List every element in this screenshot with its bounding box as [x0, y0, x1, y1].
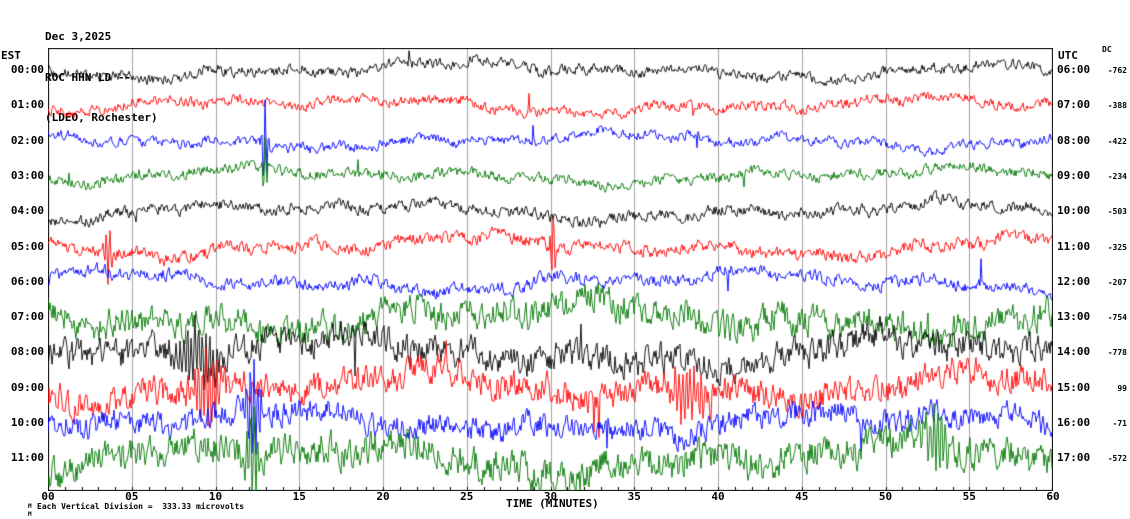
dc-offset-value: -325	[1107, 242, 1127, 252]
x-tick-label: 25	[460, 490, 474, 503]
dc-offset-value: -572	[1107, 454, 1127, 464]
est-time-label: 03:00	[10, 168, 44, 182]
x-tick-label: 05	[125, 490, 139, 503]
utc-time-label: 09:00	[1057, 168, 1091, 182]
est-time-label: 05:00	[10, 239, 44, 253]
marker-glyph: M	[28, 511, 32, 518]
left-axis-label-est: EST	[1, 49, 21, 62]
x-tick-label: 30	[543, 490, 558, 503]
est-time-label: 06:00	[10, 274, 44, 288]
utc-time-label: 06:00	[1057, 63, 1091, 76]
right-axis-label-utc: UTC	[1058, 49, 1078, 62]
est-time-label: 02:00	[10, 133, 44, 147]
seismogram-canvas	[48, 48, 1053, 491]
est-time-label: 07:00	[10, 310, 44, 324]
utc-time-label: 07:00	[1057, 98, 1091, 112]
x-axis-title: TIME (MINUTES)	[506, 497, 599, 510]
x-tick-label: 00	[41, 490, 55, 503]
dc-offset-value: 99	[1117, 383, 1127, 393]
scale-note: Each Vertical Division = 333.33 microvol…	[37, 502, 245, 511]
x-tick-label: 20	[376, 490, 390, 503]
utc-time-label: 11:00	[1057, 239, 1091, 253]
utc-time-label: 15:00	[1057, 380, 1091, 394]
est-time-label: 09:00	[10, 380, 44, 394]
utc-time-label: 14:00	[1057, 345, 1091, 359]
x-tick-label: 35	[627, 490, 641, 503]
utc-time-label: 13:00	[1057, 310, 1091, 324]
x-tick-label: 15	[292, 490, 306, 503]
x-tick-label: 60	[1046, 490, 1060, 503]
header-date: Dec 3,2025	[45, 30, 112, 43]
dc-offset-value: -71	[1112, 419, 1127, 428]
x-tick-label: 50	[878, 490, 893, 503]
dc-offset-value: -234	[1107, 171, 1127, 181]
dc-offset-value: -388	[1107, 101, 1127, 111]
dc-axis-label: DC	[1102, 45, 1112, 54]
utc-time-label: 17:00	[1057, 451, 1091, 465]
utc-time-label: 16:00	[1057, 416, 1091, 429]
utc-time-label: 12:00	[1057, 274, 1091, 288]
est-time-label: 00:00	[10, 63, 44, 76]
est-time-label: 08:00	[10, 345, 44, 359]
dc-offset-value: -754	[1107, 313, 1127, 323]
dc-offset-value: -207	[1107, 277, 1127, 287]
x-tick-label: 40	[711, 490, 725, 503]
marker-glyph: M	[28, 503, 32, 510]
est-time-label: 01:00	[10, 98, 44, 112]
x-tick-label: 45	[795, 490, 809, 503]
dc-offset-value: -422	[1107, 136, 1127, 146]
est-time-label: 10:00	[10, 416, 44, 429]
est-time-label: 11:00	[10, 451, 44, 465]
x-tick-label: 10	[208, 490, 223, 503]
dc-offset-value: -778	[1107, 348, 1127, 358]
utc-time-label: 10:00	[1057, 204, 1091, 218]
dc-offset-value: -503	[1107, 207, 1127, 217]
utc-time-label: 08:00	[1057, 133, 1091, 147]
x-tick-label: 55	[962, 490, 976, 503]
dc-offset-value: -762	[1107, 66, 1127, 75]
est-time-label: 04:00	[10, 204, 44, 218]
